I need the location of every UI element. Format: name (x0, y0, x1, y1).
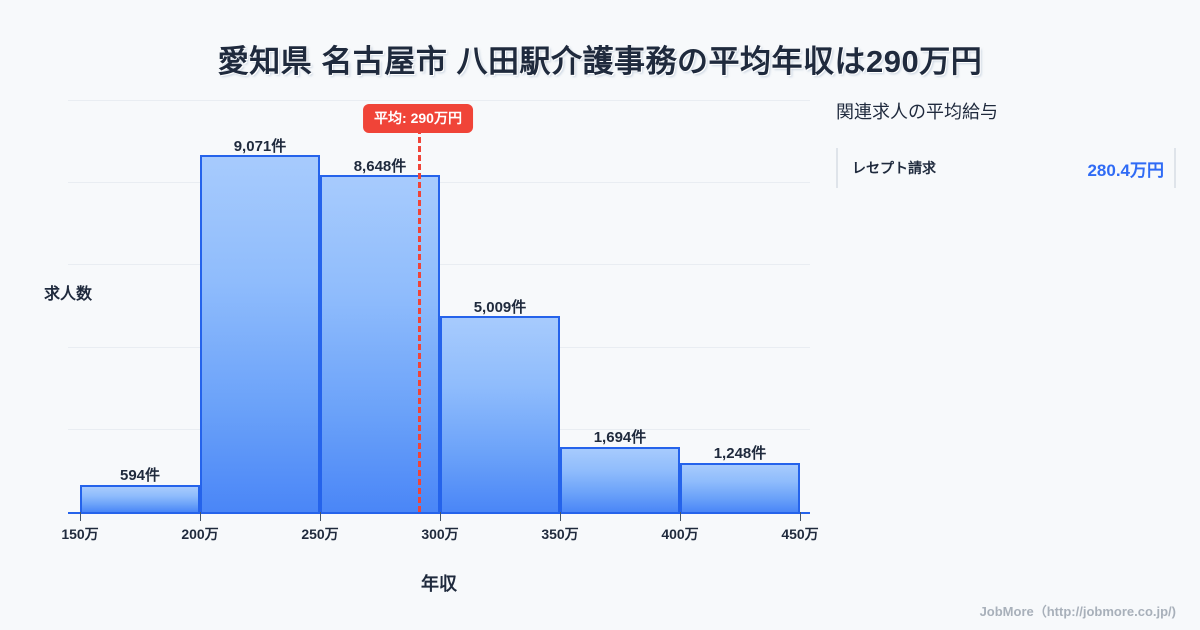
bar-value-label-150-200: 594件 (119, 467, 161, 484)
gridline (68, 100, 810, 101)
average-line (418, 128, 421, 512)
bar-value-label-350-400: 1,694件 (593, 429, 647, 446)
bar-value-label-250-300: 8,648件 (353, 158, 407, 175)
x-tick-label: 300万 (421, 526, 459, 542)
x-axis-title: 年収 (421, 574, 457, 594)
x-tick (80, 512, 81, 521)
bar-250-300 (320, 175, 440, 514)
x-tick (680, 512, 681, 521)
x-tick-label: 350万 (541, 526, 579, 542)
x-tick-label: 150万 (61, 526, 99, 542)
x-tick (560, 512, 561, 521)
salary-row: レセプト請求 280.4万円 (836, 148, 1176, 188)
related-salary-heading: 関連求人の平均給与 (836, 102, 998, 122)
x-tick (320, 512, 321, 521)
bar-300-350 (440, 316, 560, 514)
salary-histogram-chart: 594件 9,071件 8,648件 5,009件 1,694件 1,248件 … (43, 100, 819, 594)
bar-200-250 (200, 155, 320, 514)
bar-value-label-400-450: 1,248件 (713, 445, 767, 462)
bar-value-label-200-250: 9,071件 (233, 138, 287, 155)
x-axis-line (68, 512, 810, 514)
salary-row-name: レセプト請求 (852, 160, 936, 176)
x-tick (440, 512, 441, 521)
x-tick (200, 512, 201, 521)
bar-400-450 (680, 463, 800, 514)
x-tick-label: 400万 (661, 526, 699, 542)
salary-row-value: 280.4万円 (1087, 160, 1164, 180)
bar-350-400 (560, 447, 680, 514)
y-axis-title: 求人数 (43, 286, 92, 303)
x-tick-label: 200万 (181, 526, 219, 542)
average-badge: 平均: 290万円 (363, 104, 473, 133)
related-salary-panel: 関連求人の平均給与 レセプト請求 280.4万円 (836, 98, 1176, 188)
x-tick-label: 250万 (301, 526, 339, 542)
x-tick-label: 450万 (781, 526, 819, 542)
bar-150-200 (80, 485, 200, 514)
footer-watermark: JobMore（http://jobmore.co.jp/) (979, 604, 1176, 619)
x-tick (800, 512, 801, 521)
page-title: 愛知県 名古屋市 八田駅介護事務の平均年収は290万円 (217, 44, 983, 79)
bar-value-label-300-350: 5,009件 (473, 299, 527, 316)
